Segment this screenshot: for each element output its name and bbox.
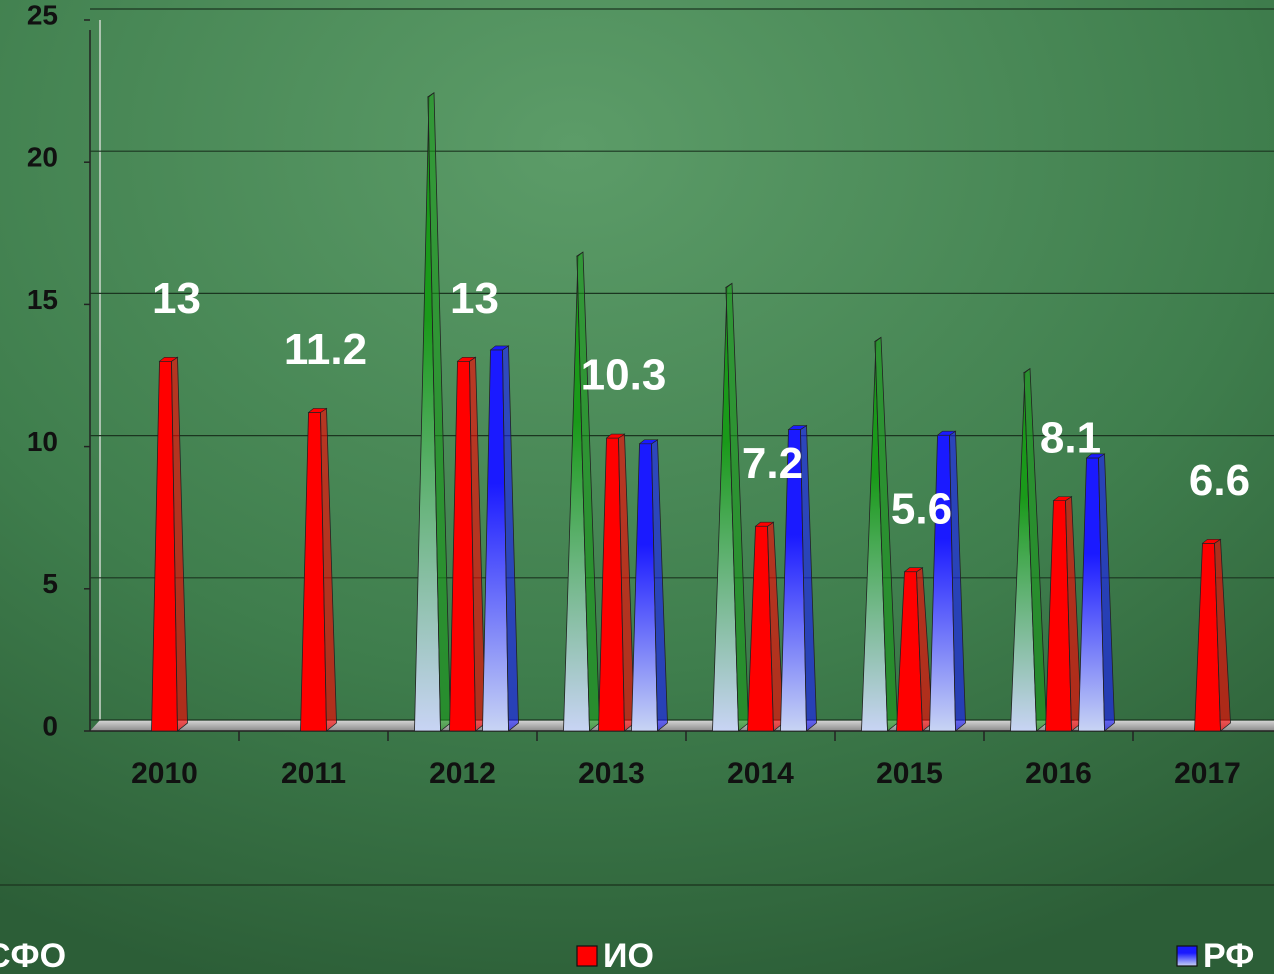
bar-top [1085,453,1106,459]
x-tick-label: 2015 [876,757,943,790]
data-label: 5.6 [891,484,952,533]
bar [482,345,519,732]
bar-top [936,430,957,436]
y-tick-label: 15 [27,284,58,315]
bar-top [1023,368,1031,373]
bar-top [489,345,510,351]
bar [1045,495,1082,732]
legend-label: ИО [603,937,654,974]
bar [929,430,966,732]
bar-top [754,521,775,527]
bar-top [456,356,477,362]
x-tick-label: 2012 [429,757,496,790]
y-tick-label: 20 [27,142,58,173]
data-label: 13 [450,274,499,323]
data-label: 13 [152,274,201,323]
legend-label: СФО [0,937,66,974]
x-tick-label: 2014 [727,757,794,790]
data-label: 11.2 [284,325,367,374]
bar [747,521,784,732]
bar [1078,453,1115,732]
bar-top [576,251,584,257]
bar-top [427,92,435,98]
floor [90,720,1274,731]
bar [861,336,898,732]
bar [563,251,600,732]
bar-top [1201,538,1222,544]
bar [414,92,451,732]
bar [300,407,337,732]
bar-top [725,283,733,288]
data-label: 8.1 [1040,413,1101,462]
bar-top [787,425,808,430]
bar-top [307,408,328,413]
y-tick-label: 10 [27,426,58,457]
x-tick-label: 2017 [1174,757,1241,790]
bar-top [1052,496,1073,501]
bar [1194,538,1231,732]
legend-label: РФ [1203,937,1254,974]
bar-top [874,337,882,342]
bar [151,356,188,732]
bar-top [638,439,659,445]
data-label: 10.3 [581,351,667,400]
y-tick-label: 0 [42,710,58,741]
bar-top [158,356,179,362]
bar [896,567,933,732]
bar [598,433,635,732]
bar [780,424,817,732]
legend-swatch [576,945,598,967]
bar-top [605,433,626,439]
x-tick-label: 2016 [1025,757,1092,790]
data-label: 7.2 [742,439,803,488]
x-tick-label: 2013 [578,757,645,790]
x-tick-label: 2010 [131,757,198,790]
bar [631,439,668,732]
x-tick-label: 2011 [281,757,346,790]
bar [449,356,486,732]
data-label: 6.6 [1189,456,1250,505]
bar [712,282,749,732]
bar-top [903,567,924,573]
bar [1010,367,1047,732]
y-tick-label: 25 [27,0,58,30]
y-tick-label: 5 [42,568,58,599]
legend-swatch [1176,945,1198,967]
